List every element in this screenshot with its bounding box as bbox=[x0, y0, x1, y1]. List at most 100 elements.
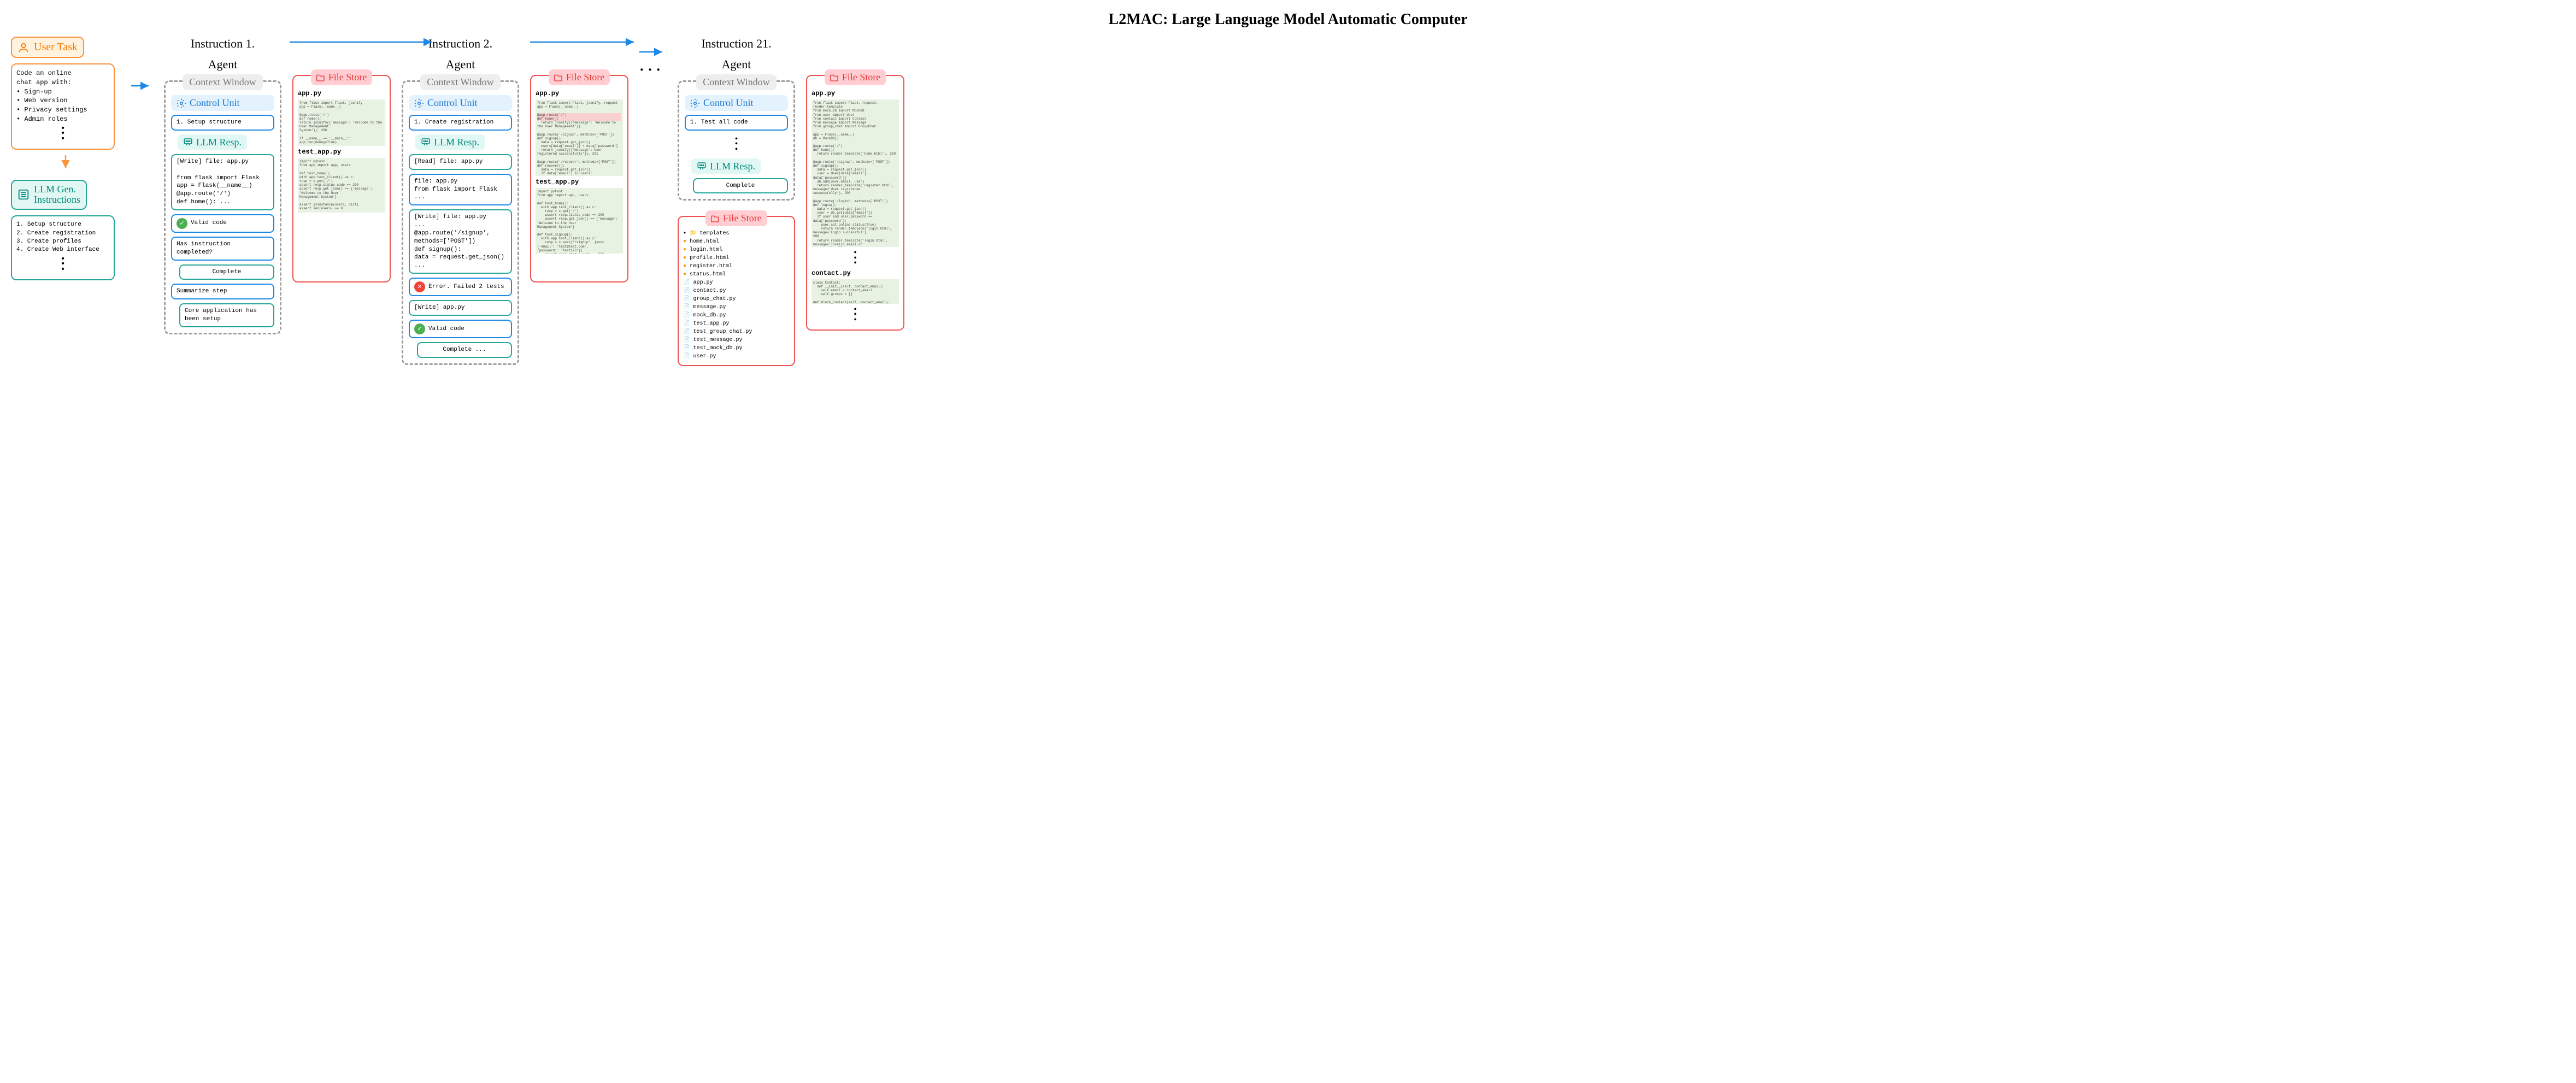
llm-resp-text: LLM Resp. bbox=[196, 137, 242, 148]
complete-box: Complete bbox=[179, 264, 274, 280]
cu-instruction-box: 1. Create registration bbox=[409, 115, 512, 131]
llm-resp-text: LLM Resp. bbox=[434, 137, 479, 148]
x-icon: ✕ bbox=[414, 281, 425, 292]
file-store-label: File Store bbox=[825, 69, 886, 85]
gen-instr-header: LLM Gen. Instructions bbox=[11, 180, 87, 210]
complete-box: Complete ... bbox=[417, 342, 512, 358]
valid-box: ✓ Valid code bbox=[171, 214, 274, 233]
folder-icon bbox=[830, 73, 839, 82]
llm-resp-label: LLM Resp. bbox=[691, 158, 761, 174]
write-box: [Write] file: app.py from flask import F… bbox=[171, 154, 274, 210]
valid-text: Valid code bbox=[191, 219, 227, 227]
context-window-label: Context Window bbox=[420, 74, 500, 90]
file-store: File Store app.py from flask import Flas… bbox=[530, 75, 628, 282]
speech-icon bbox=[421, 137, 431, 147]
file-store-label: File Store bbox=[311, 69, 373, 85]
dots-icon: ••• bbox=[811, 305, 899, 325]
file-store-label: File Store bbox=[705, 210, 767, 226]
code-preview: class Contact: def __init__(self, contac… bbox=[811, 279, 899, 304]
file-store-text: File Store bbox=[328, 72, 367, 83]
context-window: Context Window Control Unit 1. Test all … bbox=[678, 80, 795, 201]
valid-box: ✓ Valid code bbox=[409, 320, 512, 338]
write-box: [Write] app.py bbox=[409, 300, 512, 316]
gen-instr-label: LLM Gen. Instructions bbox=[34, 184, 80, 206]
control-unit-label: Control Unit bbox=[171, 95, 274, 111]
file-name: app.py bbox=[298, 89, 385, 98]
list-icon bbox=[17, 189, 30, 201]
write-box: [Write] file: app.py ... @app.route('/si… bbox=[409, 209, 512, 274]
control-unit-text: Control Unit bbox=[190, 97, 240, 109]
gear-icon bbox=[414, 98, 424, 108]
file-name: test_app.py bbox=[536, 177, 623, 187]
file-name: test_app.py bbox=[298, 147, 385, 157]
code-preview: from flask import Flask, jsonify app = F… bbox=[298, 99, 385, 146]
error-text: Error. Failed 2 tests bbox=[428, 283, 504, 291]
check-icon: ✓ bbox=[177, 218, 187, 229]
complete-box: Complete bbox=[693, 178, 788, 194]
summarize-box: Summarize step bbox=[171, 284, 274, 299]
control-unit-label: Control Unit bbox=[409, 95, 512, 111]
user-task-label: User Task bbox=[34, 41, 78, 54]
context-window-label: Context Window bbox=[696, 74, 776, 90]
file-store-21-col: File Store app.py from flask import Flas… bbox=[806, 75, 904, 331]
gear-icon bbox=[690, 98, 700, 108]
context-window: Context Window Control Unit 1. Setup str… bbox=[164, 80, 281, 334]
instruction-label: Instruction 2. bbox=[428, 37, 492, 51]
llm-resp-text: LLM Resp. bbox=[710, 161, 755, 172]
file-store-text: File Store bbox=[842, 72, 881, 83]
cu-instruction-box: 1. Setup structure bbox=[171, 115, 274, 131]
file-name: app.py bbox=[536, 89, 623, 98]
user-task-body: Code an online chat app with: • Sign-up … bbox=[11, 63, 115, 150]
folder-icon bbox=[316, 73, 325, 82]
folder-icon bbox=[711, 214, 720, 223]
agent-21: Instruction 21. Agent Context Window Con… bbox=[678, 37, 795, 366]
file-store-text: File Store bbox=[566, 72, 605, 83]
file-tree: templateshome.htmllogin.htmlprofile.html… bbox=[683, 229, 790, 361]
agent-label: Agent bbox=[164, 57, 281, 72]
file-store-2-col: File Store app.py from flask import Flas… bbox=[530, 75, 628, 282]
file-name: app.py bbox=[811, 89, 899, 98]
valid-text: Valid code bbox=[428, 325, 464, 333]
cu-instruction-box: 1. Test all code bbox=[685, 115, 788, 131]
speech-icon bbox=[183, 137, 193, 147]
file-name: contact.py bbox=[811, 268, 899, 278]
down-arrow bbox=[11, 155, 120, 174]
control-unit-text: Control Unit bbox=[427, 97, 478, 109]
agent-1: Instruction 1. Agent Context Window Cont… bbox=[164, 37, 281, 334]
agent-2: Instruction 2. Agent Context Window Cont… bbox=[402, 37, 519, 365]
person-icon bbox=[17, 42, 30, 54]
file-store-text: File Store bbox=[723, 213, 762, 224]
diagram-canvas: User Task Code an online chat app with: … bbox=[11, 37, 2565, 366]
ellipsis: · · · bbox=[639, 48, 667, 78]
code-preview: from flask import Flask, jsonify, reques… bbox=[536, 99, 623, 176]
arrow-right bbox=[131, 80, 153, 94]
speech-icon bbox=[697, 161, 707, 171]
code-preview: from flask import Flask, request, render… bbox=[811, 99, 899, 247]
code-preview: import pytestfrom app import app, usersd… bbox=[536, 188, 623, 254]
context-window: Context Window Control Unit 1. Create re… bbox=[402, 80, 519, 365]
control-unit-label: Control Unit bbox=[685, 95, 788, 111]
instruction-label: Instruction 1. bbox=[164, 37, 281, 51]
page-title: L2MAC: Large Language Model Automatic Co… bbox=[11, 11, 2565, 28]
error-box: ✕ Error. Failed 2 tests bbox=[409, 278, 512, 296]
file-store: File Store app.py from flask import Flas… bbox=[806, 75, 904, 331]
folder-icon bbox=[554, 73, 563, 82]
file-store-tree: File Store templateshome.htmllogin.htmlp… bbox=[678, 216, 795, 366]
user-task-header: User Task bbox=[11, 37, 84, 58]
gen-instr-body: 1. Setup structure 2. Create registratio… bbox=[11, 215, 115, 280]
gen-instr-text: 1. Setup structure 2. Create registratio… bbox=[16, 221, 109, 255]
file-content-box: file: app.py from flask import Flask ... bbox=[409, 174, 512, 206]
gear-icon bbox=[177, 98, 186, 108]
dots-icon: ••• bbox=[16, 255, 109, 275]
dots-icon: ••• bbox=[16, 124, 109, 144]
file-store-label: File Store bbox=[549, 69, 610, 85]
context-window-label: Context Window bbox=[183, 74, 262, 90]
llm-resp-label: LLM Resp. bbox=[415, 134, 485, 150]
summary-output-box: Core application has been setup bbox=[179, 303, 274, 327]
control-unit-text: Control Unit bbox=[703, 97, 754, 109]
code-preview: import pytest from app import app, users… bbox=[298, 158, 385, 212]
user-task-text: Code an online chat app with: • Sign-up … bbox=[16, 69, 109, 124]
file-store: File Store app.py from flask import Flas… bbox=[292, 75, 391, 282]
question-box: Has instruction completed? bbox=[171, 237, 274, 261]
agent-label: Agent bbox=[678, 57, 795, 72]
